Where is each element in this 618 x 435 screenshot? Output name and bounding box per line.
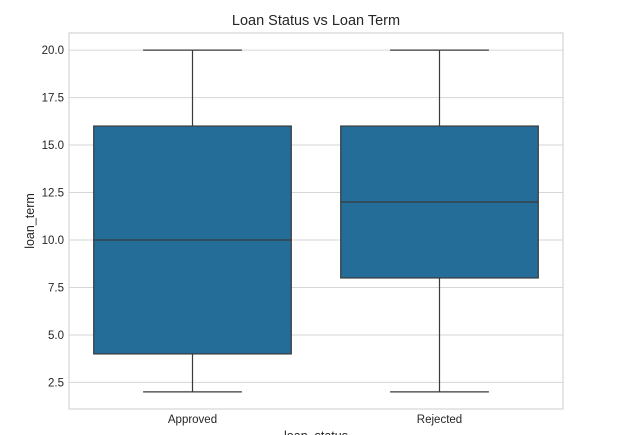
x-tick-label: Rejected <box>417 414 462 426</box>
y-tick-label: 20.0 <box>42 45 64 57</box>
y-tick-label: 17.5 <box>42 93 64 105</box>
y-axis-label: loan_term <box>23 193 37 249</box>
chart-title: Loan Status vs Loan Term <box>232 13 400 29</box>
y-tick-label: 10.0 <box>42 235 64 247</box>
x-axis-label: loan_status <box>284 429 348 435</box>
y-tick-label: 5.0 <box>48 330 64 342</box>
x-tick-label: Approved <box>168 414 217 426</box>
y-tick-label: 12.5 <box>42 188 64 200</box>
y-tick-label: 15.0 <box>42 140 64 152</box>
box-approved <box>93 49 292 393</box>
y-tick-label: 7.5 <box>48 282 64 294</box>
boxes <box>93 49 539 393</box>
box-rejected <box>340 49 539 393</box>
y-tick-label: 2.5 <box>48 377 64 389</box>
y-ticks: 2.5 5.0 7.5 10.0 12.5 15.0 17.5 20.0 <box>42 45 64 389</box>
x-ticks: Approved Rejected <box>168 414 462 426</box>
